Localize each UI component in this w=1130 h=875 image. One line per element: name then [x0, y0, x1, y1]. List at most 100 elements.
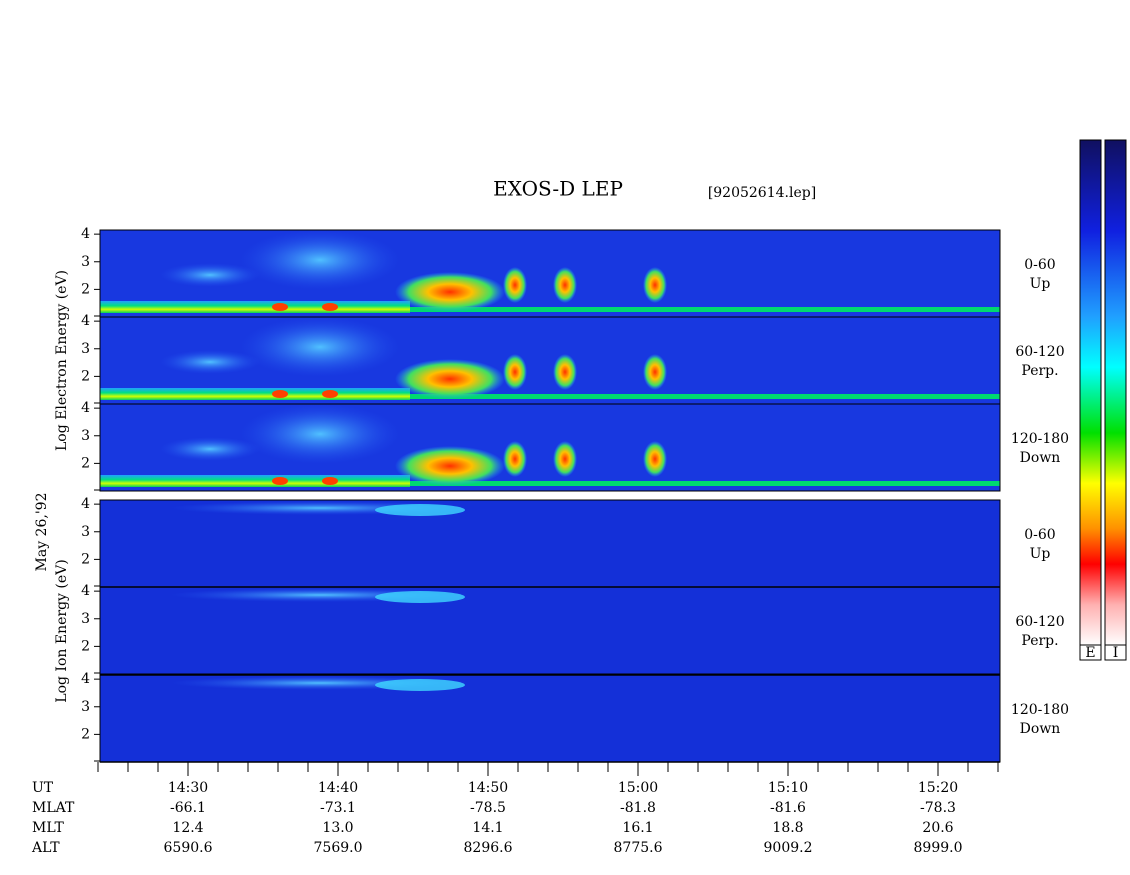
colorbar	[1079, 139, 1102, 646]
time-value: 8775.6	[614, 840, 663, 856]
time-value: 14.1	[472, 820, 503, 836]
time-value: 6590.6	[164, 840, 213, 856]
precipitation	[553, 267, 577, 303]
date-label: May 26,'92	[34, 493, 50, 572]
time-value: -78.3	[920, 800, 956, 816]
time-value: 14:30	[168, 780, 208, 796]
precipitation	[395, 446, 505, 486]
row-label: UT	[32, 780, 54, 796]
precipitation	[395, 359, 505, 399]
ion-band	[375, 504, 465, 516]
time-value: -73.1	[320, 800, 356, 816]
y-tick-label: 2	[81, 368, 90, 384]
y-tick-label: 3	[81, 341, 90, 357]
time-value: 16.1	[622, 820, 653, 836]
time-value: 15:20	[918, 780, 958, 796]
time-value: 14:40	[318, 780, 358, 796]
y-tick-label: 2	[81, 726, 90, 742]
colorbar-label: I	[1113, 645, 1119, 661]
row-label: ALT	[31, 840, 60, 856]
aurora-haze	[160, 437, 260, 461]
y-tick-label: 3	[81, 699, 90, 715]
precipitation	[643, 354, 667, 390]
colorbar-label: E	[1085, 645, 1095, 661]
precipitation	[643, 441, 667, 477]
panel-frame	[99, 403, 1001, 492]
pitch-direction: Up	[1030, 276, 1051, 292]
spectrogram	[100, 500, 1000, 587]
aurora-haze	[240, 230, 400, 290]
y-tick-label: 4	[81, 400, 90, 416]
precipitation	[553, 441, 577, 477]
time-value: -66.1	[170, 800, 206, 816]
y-tick-label: 3	[81, 524, 90, 540]
precipitation	[503, 354, 527, 390]
pitch-range: 60-120	[1015, 344, 1064, 360]
time-value: -81.6	[770, 800, 806, 816]
y-tick-label: 4	[81, 671, 90, 687]
pitch-range: 120-180	[1011, 431, 1069, 447]
hot-spot	[322, 477, 338, 485]
colorbar	[1104, 139, 1127, 646]
y-tick-label: 4	[81, 226, 90, 242]
time-value: 12.4	[172, 820, 203, 836]
hot-spot	[322, 390, 338, 398]
y-tick-label: 4	[81, 583, 90, 599]
low-energy-band	[100, 475, 410, 487]
hot-spot	[272, 390, 288, 398]
time-value: 13.0	[322, 820, 353, 836]
time-value: 15:00	[618, 780, 658, 796]
ion-band	[375, 591, 465, 603]
low-energy-band	[410, 394, 1000, 399]
ion-band	[375, 679, 465, 691]
time-value: 7569.0	[314, 840, 363, 856]
y-tick-label: 3	[81, 428, 90, 444]
pitch-range: 120-180	[1011, 702, 1069, 718]
time-value: 8999.0	[914, 840, 963, 856]
energy-axis-label: Log Electron Energy (eV)	[54, 270, 70, 451]
low-energy-band	[100, 301, 410, 313]
aurora-haze	[240, 404, 400, 464]
y-tick-label: 2	[81, 638, 90, 654]
aurora-haze	[160, 350, 260, 374]
aurora-haze	[160, 263, 260, 287]
title: EXOS-D LEP	[493, 177, 623, 201]
y-tick-label: 4	[81, 313, 90, 329]
time-value: 9009.2	[764, 840, 813, 856]
time-value: -78.5	[470, 800, 506, 816]
pitch-range: 0-60	[1024, 257, 1055, 273]
energy-axis-label: Log Ion Energy (eV)	[54, 559, 70, 702]
low-energy-band	[410, 307, 1000, 312]
y-tick-label: 3	[81, 611, 90, 627]
pitch-direction: Perp.	[1021, 633, 1058, 649]
precipitation	[503, 267, 527, 303]
y-tick-label: 4	[81, 496, 90, 512]
y-tick-label: 3	[81, 254, 90, 270]
pitch-range: 60-120	[1015, 614, 1064, 630]
precipitation	[503, 441, 527, 477]
row-label: MLT	[32, 820, 64, 836]
pitch-direction: Down	[1020, 721, 1061, 737]
pitch-direction: Up	[1030, 546, 1051, 562]
y-tick-label: 2	[81, 455, 90, 471]
y-tick-label: 2	[81, 281, 90, 297]
precipitation	[553, 354, 577, 390]
pitch-direction: Down	[1020, 450, 1061, 466]
pitch-direction: Perp.	[1021, 363, 1058, 379]
low-energy-band	[100, 388, 410, 400]
time-value: 14:50	[468, 780, 508, 796]
low-energy-band	[410, 481, 1000, 486]
hot-spot	[322, 303, 338, 311]
time-value: 8296.6	[464, 840, 513, 856]
precipitation	[643, 267, 667, 303]
hot-spot	[272, 477, 288, 485]
spectrogram	[100, 587, 1000, 674]
time-value: -81.8	[620, 800, 656, 816]
time-value: 20.6	[922, 820, 953, 836]
aurora-haze	[240, 317, 400, 377]
time-value: 15:10	[768, 780, 808, 796]
y-tick-label: 2	[81, 551, 90, 567]
panel-frame	[99, 586, 1001, 675]
colorbar-label-box	[1104, 644, 1127, 661]
